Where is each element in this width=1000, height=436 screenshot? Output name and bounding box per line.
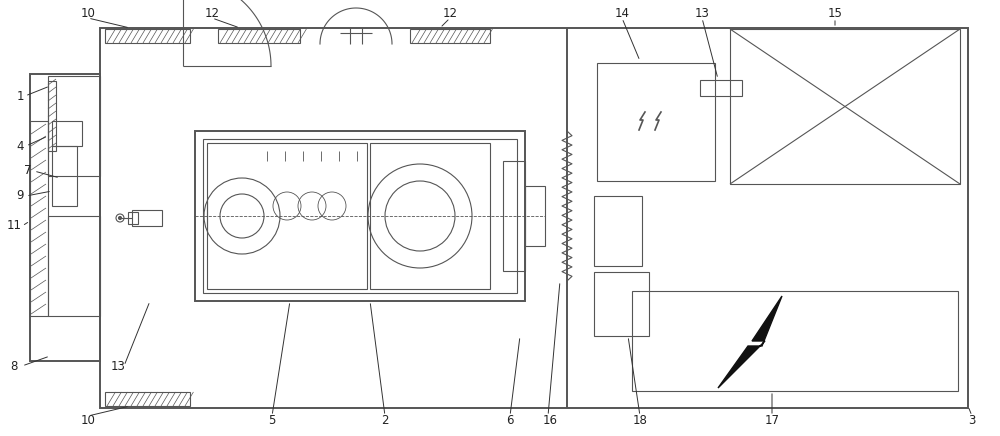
Bar — [525, 186, 545, 246]
Text: 12: 12 — [205, 7, 220, 20]
Bar — [105, 392, 190, 406]
Bar — [730, 29, 960, 184]
Bar — [218, 29, 300, 43]
Bar — [30, 74, 100, 361]
Text: 14: 14 — [614, 7, 630, 20]
Text: 13: 13 — [695, 7, 709, 20]
Bar — [132, 210, 162, 226]
Text: 7: 7 — [24, 164, 32, 177]
Text: 3: 3 — [968, 415, 976, 428]
Circle shape — [119, 217, 122, 219]
Bar — [632, 291, 958, 391]
Bar — [597, 63, 715, 181]
Bar — [48, 216, 100, 316]
Bar — [207, 143, 367, 289]
Text: 9: 9 — [16, 190, 24, 202]
Bar — [30, 121, 48, 316]
Bar — [410, 29, 490, 43]
Text: 1: 1 — [16, 89, 24, 102]
Bar — [105, 29, 190, 43]
Text: 17: 17 — [765, 415, 780, 428]
Text: 6: 6 — [506, 415, 514, 428]
Text: 5: 5 — [268, 415, 276, 428]
Text: 11: 11 — [7, 219, 22, 232]
Text: 12: 12 — [442, 7, 458, 20]
Text: 18: 18 — [633, 415, 647, 428]
Bar — [203, 139, 517, 293]
Bar — [370, 143, 490, 289]
Text: 8: 8 — [10, 360, 18, 372]
Text: 10: 10 — [81, 7, 95, 20]
Text: 4: 4 — [16, 140, 24, 153]
Bar — [195, 131, 525, 301]
Text: 10: 10 — [81, 415, 95, 428]
Bar — [128, 212, 138, 224]
Bar — [594, 272, 649, 336]
Bar — [594, 196, 642, 266]
Bar — [100, 28, 968, 408]
Bar — [52, 146, 77, 206]
Bar — [52, 121, 82, 146]
Bar — [48, 81, 56, 151]
Bar — [48, 76, 100, 176]
Text: 16: 16 — [542, 415, 558, 428]
Text: 13: 13 — [111, 360, 125, 372]
Bar — [503, 161, 525, 271]
Text: 2: 2 — [381, 415, 389, 428]
Polygon shape — [718, 296, 782, 388]
Text: 15: 15 — [828, 7, 842, 20]
Bar — [700, 80, 742, 96]
